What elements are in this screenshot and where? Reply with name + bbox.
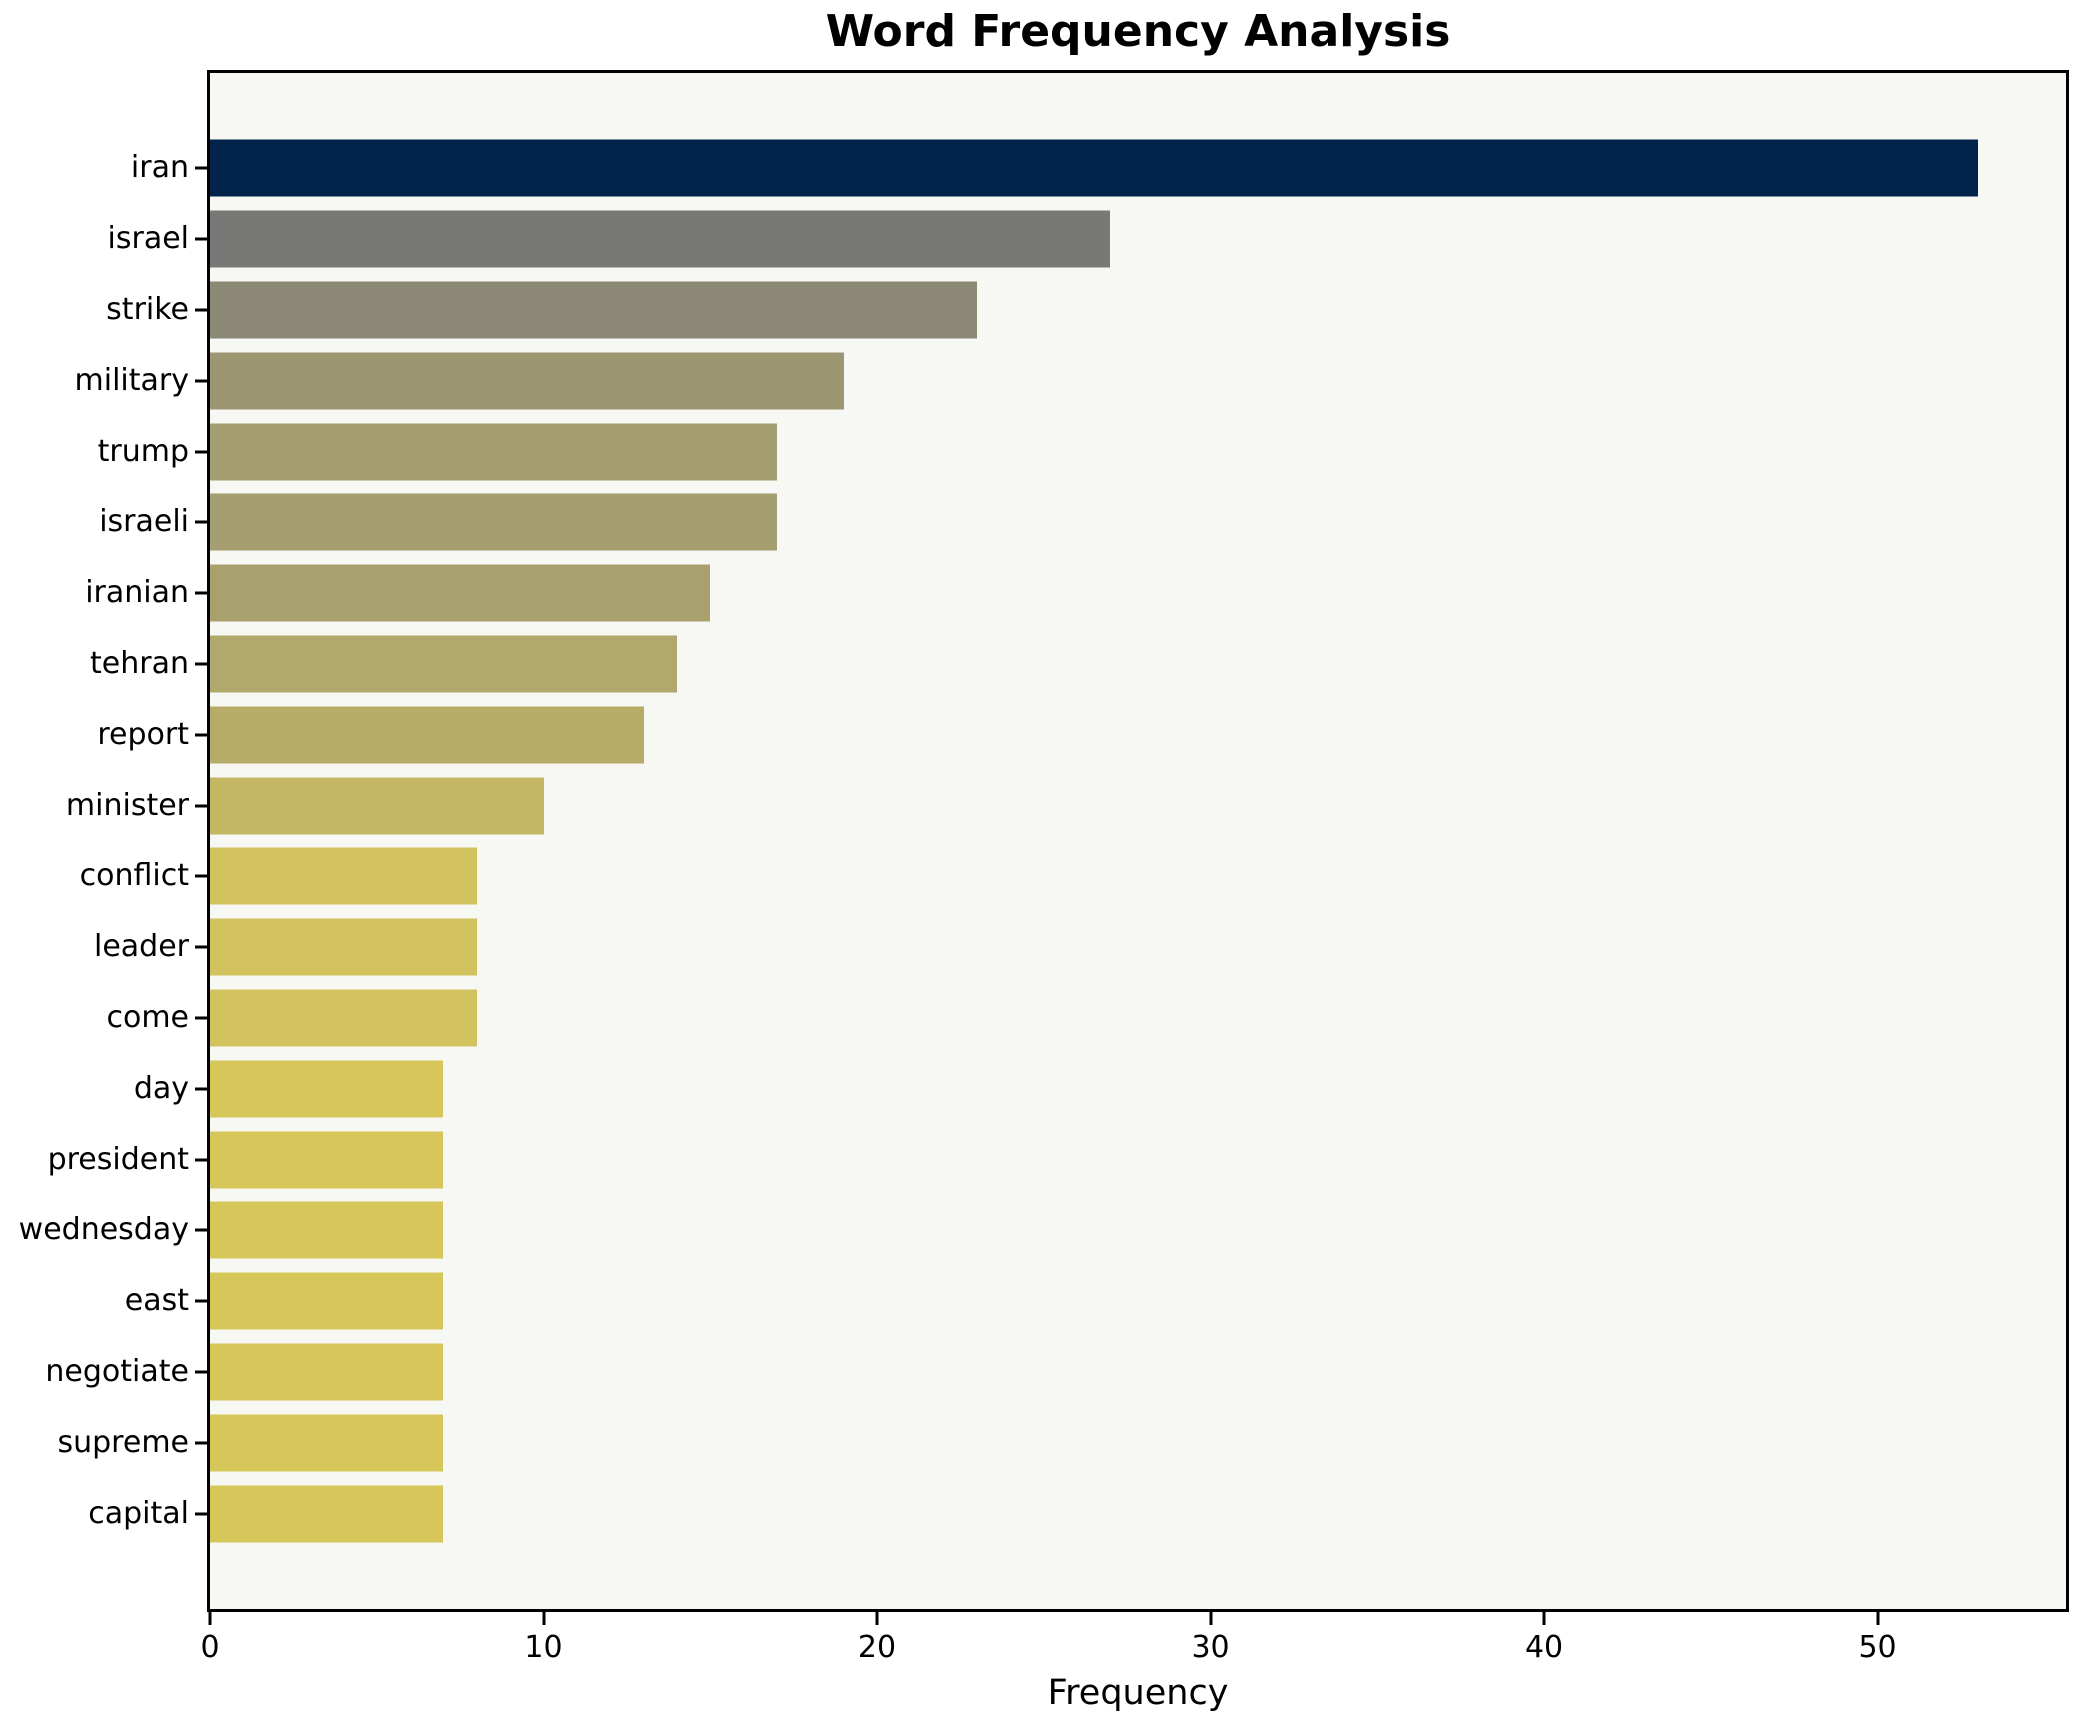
frequency-bar [210, 918, 477, 976]
y-tick-mark [195, 733, 207, 737]
y-axis-category-label: conflict [79, 858, 189, 894]
bar-row: israel [108, 204, 2066, 275]
y-tick-mark [195, 520, 207, 524]
x-tick-label: 50 [1858, 1630, 1897, 1665]
y-axis-category-label: tehran [90, 645, 189, 681]
bar-row: minister [66, 770, 2066, 841]
frequency-bar [210, 1201, 444, 1259]
y-tick-mark [195, 1016, 207, 1020]
y-tick-mark [195, 237, 207, 241]
frequency-bar [210, 564, 711, 622]
x-tick-label: 10 [524, 1630, 563, 1665]
y-tick-mark [195, 166, 207, 170]
x-tick-mark [1542, 1612, 1546, 1625]
y-tick-mark [195, 945, 207, 949]
frequency-bar [210, 1343, 444, 1401]
frequency-bar [210, 352, 844, 410]
x-tick-mark [542, 1612, 545, 1625]
bar-row: military [75, 345, 2066, 416]
y-axis-category-label: leader [93, 929, 189, 965]
bar-row: conflict [80, 841, 2066, 912]
bar-row: iranian [85, 558, 2066, 629]
bar-row: leader [94, 912, 2066, 983]
y-axis-category-label: strike [106, 291, 189, 327]
x-tick-label: 30 [1191, 1630, 1230, 1665]
bar-row: negotiate [45, 1337, 2066, 1408]
y-tick-mark [195, 1512, 207, 1516]
bar-row: tehran [90, 629, 2066, 700]
y-axis-category-label: negotiate [45, 1353, 189, 1389]
x-tick-label: 0 [200, 1630, 220, 1665]
x-tick-label: 20 [857, 1630, 897, 1665]
y-tick-mark [195, 308, 207, 312]
bar-row: east [125, 1266, 2066, 1337]
frequency-bar [210, 989, 477, 1047]
y-axis-category-label: come [106, 999, 189, 1035]
y-axis-category-label: israeli [99, 504, 189, 540]
y-axis-category-label: day [133, 1070, 189, 1106]
y-axis-category-label: minister [65, 787, 189, 823]
y-tick-mark [195, 1087, 207, 1091]
bar-row: capital [88, 1478, 2066, 1549]
y-tick-mark [195, 450, 207, 454]
frequency-bar [210, 706, 644, 764]
y-axis-category-label: president [47, 1141, 189, 1177]
y-tick-mark [195, 1441, 207, 1445]
y-axis-category-label: military [74, 362, 189, 398]
bar-row: israeli [99, 487, 2066, 558]
y-axis-category-label: israel [107, 221, 189, 257]
frequency-bar [210, 1485, 444, 1543]
y-tick-mark [195, 1370, 207, 1374]
y-axis-category-label: wednesday [18, 1212, 189, 1248]
y-axis-category-label: supreme [57, 1424, 190, 1460]
bar-row: supreme [58, 1407, 2066, 1478]
frequency-bar [210, 1131, 444, 1189]
frequency-bar [210, 139, 1978, 197]
frequency-bar [210, 423, 777, 481]
frequency-bar [210, 281, 978, 339]
y-axis-category-label: trump [97, 433, 189, 469]
bar-row: report [97, 699, 2066, 770]
y-axis-category-label: capital [88, 1495, 189, 1531]
y-tick-mark [195, 379, 207, 383]
y-tick-mark [195, 1228, 207, 1232]
bar-row: trump [98, 416, 2066, 487]
x-tick-mark [1876, 1612, 1880, 1625]
y-tick-mark [195, 662, 207, 666]
y-axis-category-label: east [124, 1283, 189, 1319]
frequency-bar [210, 635, 677, 693]
bar-row: strike [106, 275, 2066, 346]
frequency-bar [210, 847, 477, 905]
bar-row: wednesday [19, 1195, 2066, 1266]
frequency-bar [210, 1272, 444, 1330]
y-tick-mark [195, 1158, 207, 1162]
bar-row: president [48, 1124, 2066, 1195]
frequency-bar [210, 1060, 444, 1118]
x-tick-mark [1209, 1612, 1213, 1625]
frequency-bar [210, 493, 777, 551]
x-tick-mark [208, 1612, 212, 1625]
x-tick-label: 40 [1524, 1630, 1564, 1665]
y-axis-category-label: iranian [85, 575, 189, 611]
y-axis-category-label: iran [130, 150, 189, 186]
y-axis-category-label: report [97, 716, 189, 752]
chart-title: Word Frequency Analysis [825, 6, 1451, 57]
frequency-bar [210, 777, 544, 835]
y-tick-mark [195, 874, 207, 878]
frequency-bar [210, 210, 1111, 268]
bar-row: come [106, 983, 2066, 1054]
y-tick-mark [195, 591, 207, 595]
y-tick-mark [195, 1299, 207, 1303]
bar-row: iran [131, 133, 2066, 204]
frequency-bar [210, 1414, 444, 1472]
bar-row: day [134, 1053, 2066, 1124]
plot-area: iran israel strike military trump israeli iran… [19, 70, 2069, 1663]
y-tick-mark [195, 804, 207, 808]
x-axis-label: Frequency [1047, 1673, 1229, 1713]
x-tick-mark [875, 1612, 879, 1625]
